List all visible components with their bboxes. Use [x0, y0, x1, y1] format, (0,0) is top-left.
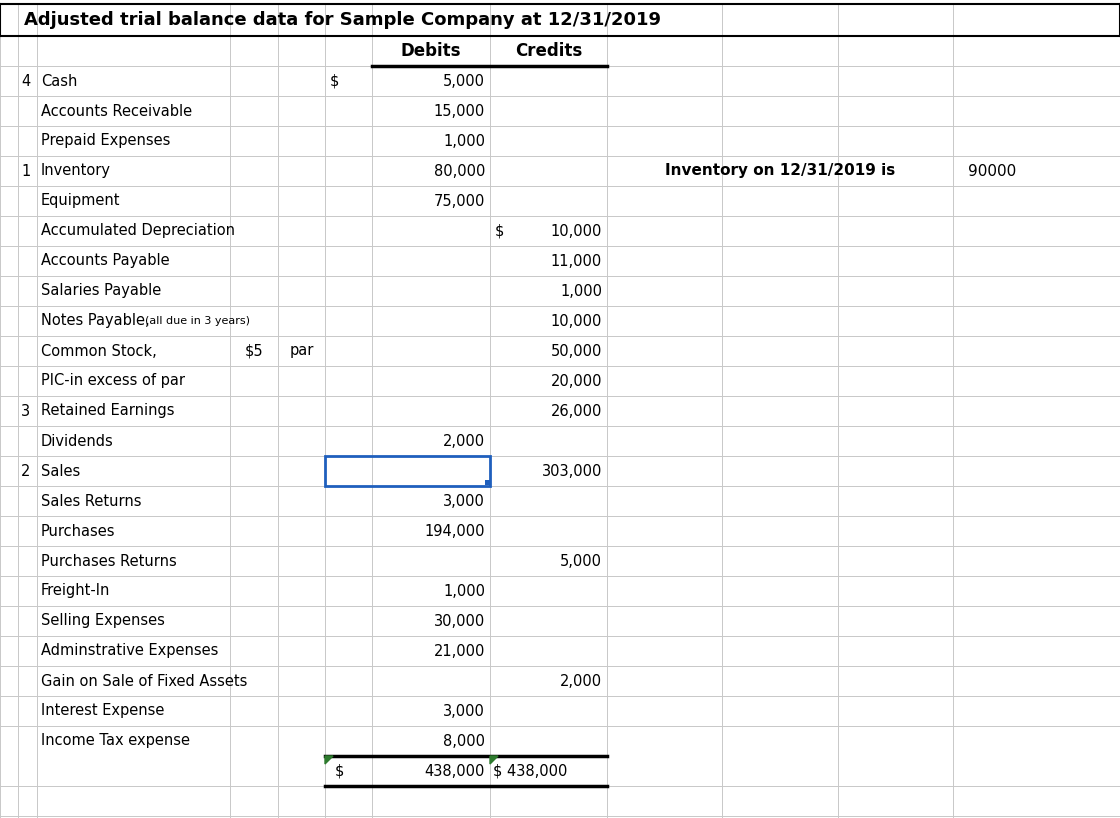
Text: 1,000: 1,000 [560, 284, 603, 299]
Text: par: par [289, 344, 314, 358]
Text: Common Stock,: Common Stock, [41, 344, 157, 358]
Text: 303,000: 303,000 [542, 464, 603, 479]
Text: Sales: Sales [41, 464, 81, 479]
Text: 3,000: 3,000 [444, 493, 485, 509]
Text: Prepaid Expenses: Prepaid Expenses [41, 133, 170, 149]
Text: Purchases Returns: Purchases Returns [41, 554, 177, 569]
Text: Income Tax expense: Income Tax expense [41, 734, 190, 748]
Text: Selling Expenses: Selling Expenses [41, 614, 165, 628]
Text: $: $ [330, 74, 339, 88]
Text: 30,000: 30,000 [433, 614, 485, 628]
Text: 10,000: 10,000 [551, 313, 603, 329]
Text: Adjusted trial balance data for Sample Company at 12/31/2019: Adjusted trial balance data for Sample C… [24, 11, 661, 29]
Text: Credits: Credits [515, 42, 582, 60]
Text: $5: $5 [244, 344, 263, 358]
Text: 1,000: 1,000 [444, 133, 485, 149]
Text: 80,000: 80,000 [433, 164, 485, 178]
Text: Salaries Payable: Salaries Payable [41, 284, 161, 299]
Polygon shape [325, 756, 333, 764]
Text: Cash: Cash [41, 74, 77, 88]
Text: Dividends: Dividends [41, 434, 114, 448]
Text: 75,000: 75,000 [433, 194, 485, 209]
Text: (all due in 3 years): (all due in 3 years) [144, 316, 250, 326]
Text: Equipment: Equipment [41, 194, 121, 209]
Text: Accounts Payable: Accounts Payable [41, 254, 169, 268]
Bar [485, 480, 491, 485]
Text: 26,000: 26,000 [551, 403, 603, 419]
Text: Notes Payable,: Notes Payable, [41, 313, 150, 329]
Text: Sales Returns: Sales Returns [41, 493, 141, 509]
Text: Purchases: Purchases [41, 524, 115, 538]
Text: 3: 3 [21, 403, 30, 419]
Text: 21,000: 21,000 [433, 644, 485, 658]
Text: Debits: Debits [401, 42, 461, 60]
Text: Retained Earnings: Retained Earnings [41, 403, 175, 419]
Text: Inventory: Inventory [41, 164, 111, 178]
Text: 10,000: 10,000 [551, 223, 603, 239]
Text: $: $ [335, 763, 344, 779]
Text: 2,000: 2,000 [442, 434, 485, 448]
Text: 1: 1 [21, 164, 30, 178]
Text: Gain on Sale of Fixed Assets: Gain on Sale of Fixed Assets [41, 673, 248, 689]
Text: $ 438,000: $ 438,000 [493, 763, 568, 779]
Text: 20,000: 20,000 [551, 374, 603, 389]
Text: $: $ [495, 223, 504, 239]
Text: 15,000: 15,000 [433, 104, 485, 119]
Text: 1,000: 1,000 [444, 583, 485, 599]
Text: 4: 4 [21, 74, 30, 88]
Text: Freight-In: Freight-In [41, 583, 111, 599]
Text: 3,000: 3,000 [444, 703, 485, 718]
Text: 50,000: 50,000 [551, 344, 603, 358]
Text: Adminstrative Expenses: Adminstrative Expenses [41, 644, 218, 658]
Text: 5,000: 5,000 [560, 554, 603, 569]
Text: 194,000: 194,000 [424, 524, 485, 538]
Text: 2,000: 2,000 [560, 673, 603, 689]
Text: 438,000: 438,000 [424, 763, 485, 779]
Text: Accounts Receivable: Accounts Receivable [41, 104, 193, 119]
Text: 11,000: 11,000 [551, 254, 603, 268]
Polygon shape [491, 756, 498, 764]
Text: Interest Expense: Interest Expense [41, 703, 165, 718]
Bar [325, 456, 491, 486]
Text: Inventory on 12/31/2019 is: Inventory on 12/31/2019 is [665, 164, 895, 178]
Text: 90000: 90000 [968, 164, 1016, 178]
Text: Accumulated Depreciation: Accumulated Depreciation [41, 223, 235, 239]
Text: 5,000: 5,000 [444, 74, 485, 88]
Text: 2: 2 [21, 464, 30, 479]
Text: PIC-in excess of par: PIC-in excess of par [41, 374, 185, 389]
Text: 8,000: 8,000 [444, 734, 485, 748]
